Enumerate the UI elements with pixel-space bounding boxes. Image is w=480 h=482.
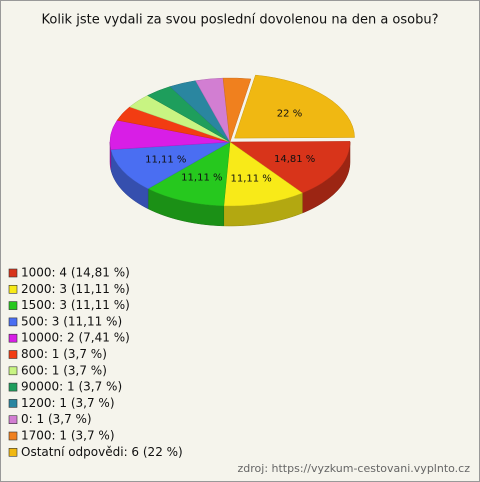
value-label: 11,11 % (145, 154, 186, 165)
legend-label: 1700: 1 (3,7 %) (21, 429, 115, 443)
chart-title: Kolik jste vydali za svou poslední dovol… (42, 13, 439, 28)
legend-label: 1200: 1 (3,7 %) (21, 396, 115, 410)
legend-label: 1500: 3 (11,11 %) (21, 298, 130, 312)
slice (147, 141, 231, 207)
value-label: 22 % (277, 108, 302, 119)
slice (222, 77, 252, 143)
legend-swatch (8, 447, 18, 457)
legend-swatch (8, 333, 18, 343)
legend-swatch (8, 399, 18, 408)
source-note: zdroj: https://vyzkum-cestovani.vyplnto.… (238, 462, 471, 475)
legend-label: 2000: 3 (11,11 %) (21, 282, 130, 296)
legend-label: 10000: 2 (7,41 %) (21, 331, 130, 345)
legend-label: 500: 3 (11,11 %) (21, 314, 122, 328)
legend-swatch (8, 284, 18, 294)
legend-swatch (8, 415, 18, 425)
legend-label: 1000: 4 (14,81 %) (21, 266, 130, 280)
value-label: 11,11 % (230, 174, 271, 185)
legend-swatch (8, 268, 18, 278)
slice (223, 141, 303, 207)
legend-label: 90000: 1 (3,7 %) (21, 380, 122, 394)
slice (110, 141, 231, 190)
legend-swatch (8, 366, 18, 376)
legend-swatch (8, 301, 18, 310)
legend-swatch (8, 431, 18, 441)
value-label: 11,11 % (181, 172, 222, 183)
legend-swatch (8, 317, 18, 327)
legend-label: 600: 1 (3,7 %) (21, 363, 107, 377)
legend-swatch (8, 382, 18, 392)
legend-swatch (8, 350, 18, 359)
legend-label: 800: 1 (3,7 %) (21, 347, 107, 361)
slice (229, 141, 351, 194)
legend-label: Ostatní odpovědi: 6 (22 %) (21, 445, 183, 459)
value-label: 14,81 % (274, 154, 315, 165)
slice (234, 74, 355, 139)
legend-label: 0: 1 (3,7 %) (21, 412, 92, 426)
